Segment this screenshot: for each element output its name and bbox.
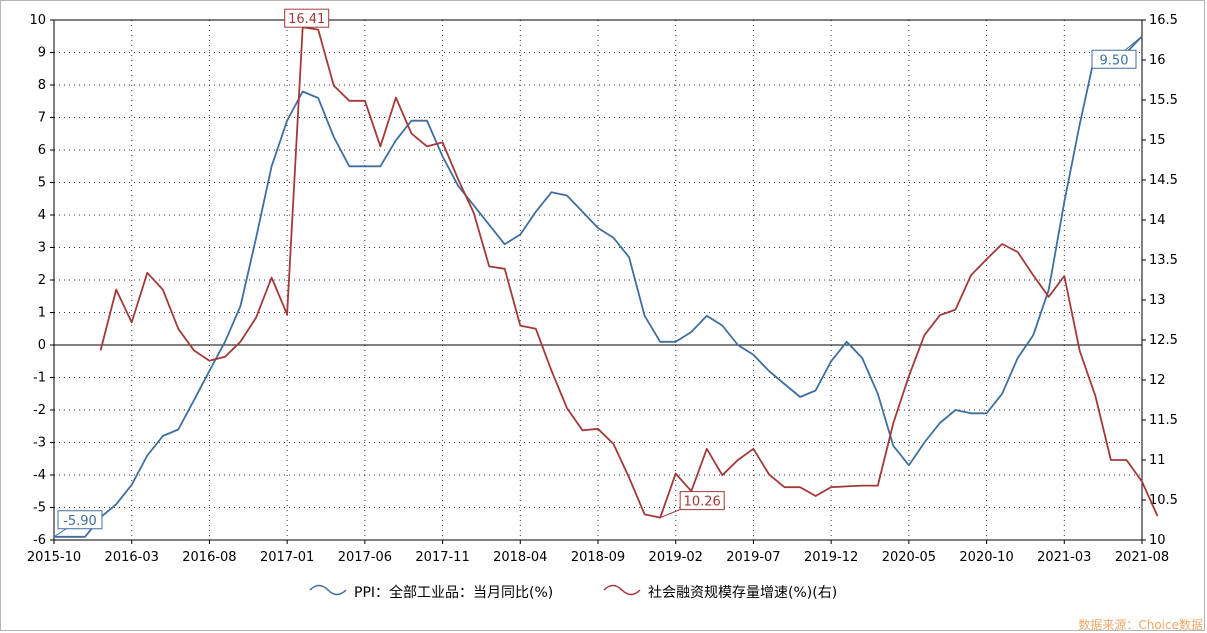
y-right-tick-label: 16	[1149, 53, 1166, 68]
axes	[50, 19, 1146, 544]
y-right-tick-label: 13.5	[1149, 253, 1178, 268]
x-tick-label: 2017-01	[260, 550, 314, 565]
y-left-tick-label: 3	[38, 241, 46, 256]
y-left-tick-label: -2	[33, 403, 46, 418]
x-tick-label: 2017-06	[338, 550, 392, 565]
y-right-tick-label: 10.5	[1149, 493, 1178, 508]
y-right-tick-label: 16.5	[1149, 13, 1178, 28]
y-right-tick-label: 10	[1149, 533, 1166, 548]
x-tick-label: 2021-08	[1115, 550, 1169, 565]
annotation-box	[57, 510, 103, 530]
gridlines	[54, 20, 1142, 540]
x-tick-label: 2020-10	[959, 550, 1013, 565]
annotation-label: 16.41	[288, 12, 325, 27]
y-left-tick-label: 9	[38, 46, 46, 61]
y-left-tick-label: 4	[38, 208, 46, 223]
series-lines	[54, 26, 1159, 538]
legend-swatch-0	[309, 584, 347, 596]
y-left-tick-label: 0	[38, 338, 46, 353]
x-tick-label: 2021-03	[1037, 550, 1091, 565]
y-left-tick-label: -4	[33, 468, 46, 483]
annotation-box	[284, 8, 330, 28]
annotation-label: 10.26	[684, 495, 721, 510]
y-left-tick-label: -1	[33, 371, 46, 386]
y-right-tick-label: 12	[1149, 373, 1166, 388]
y-left-tick-label: 2	[38, 273, 46, 288]
y-right-tick-label: 11	[1149, 453, 1166, 468]
x-tick-label: 2016-03	[105, 550, 159, 565]
series-line-0	[54, 35, 1143, 538]
annotation-label: 9.50	[1100, 53, 1129, 68]
annotation-label: -5.90	[63, 514, 97, 529]
legend: PPI：全部工业品：当月同比(%) 社会融资规模存量增速(%)(右)	[309, 584, 837, 601]
y-left-tick-label: 6	[38, 143, 46, 158]
source-note: 数据来源：Choice数据	[1078, 617, 1203, 632]
x-tick-label: 2018-04	[493, 550, 547, 565]
x-tick-label: 2019-07	[726, 550, 780, 565]
plot-border	[53, 19, 1143, 541]
legend-label-0: PPI：全部工业品：当月同比(%)	[354, 584, 553, 601]
y-left-tick-label: 7	[38, 111, 46, 126]
x-tick-label: 2020-05	[882, 550, 936, 565]
y-left-tick-label: 8	[38, 78, 46, 93]
tick-labels: -6-5-4-3-2-10123456789101010.51111.51212…	[27, 13, 1178, 565]
y-left-tick-label: 5	[38, 176, 46, 191]
x-tick-label: 2019-02	[649, 550, 703, 565]
y-right-tick-label: 14.5	[1149, 173, 1178, 188]
x-tick-label: 2016-08	[182, 550, 236, 565]
y-left-tick-label: 1	[38, 306, 46, 321]
y-left-tick-label: -3	[33, 436, 46, 451]
y-left-tick-label: 10	[29, 13, 46, 28]
annotations: -5.90 9.50 16.41 10.26	[53, 8, 1143, 538]
y-right-tick-label: 12.5	[1149, 333, 1178, 348]
y-right-tick-label: 14	[1149, 213, 1166, 228]
x-tick-label: 2015-10	[27, 550, 81, 565]
y-left-tick-label: -6	[33, 533, 46, 548]
legend-swatch-1	[603, 584, 641, 596]
x-tick-label: 2018-09	[571, 550, 625, 565]
series-line-1	[99, 26, 1159, 519]
x-tick-label: 2019-12	[804, 550, 858, 565]
legend-label-1: 社会融资规模存量增速(%)(右)	[648, 585, 837, 601]
y-left-tick-label: -5	[33, 501, 46, 516]
y-right-tick-label: 13	[1149, 293, 1166, 308]
y-right-tick-label: 11.5	[1149, 413, 1178, 428]
y-right-tick-label: 15	[1149, 133, 1166, 148]
x-tick-label: 2017-11	[415, 550, 469, 565]
annotation-box	[1091, 49, 1137, 69]
y-right-tick-label: 15.5	[1149, 93, 1178, 108]
annotation-box	[679, 491, 725, 511]
